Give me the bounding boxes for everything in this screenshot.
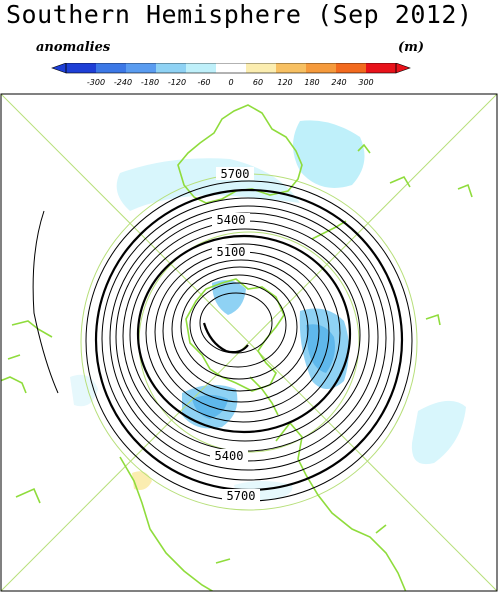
colorbar-tick-label: 180 [304, 78, 319, 87]
colorbar-swatch [96, 63, 127, 73]
negative-anomaly-area [212, 280, 246, 315]
colorbar-tick-label: 240 [331, 78, 346, 87]
contour-label: 5700 [221, 167, 250, 181]
colorbar-swatch [306, 63, 337, 73]
new-zealand-coast [311, 220, 347, 240]
contour-label: 5400 [217, 213, 246, 227]
map-title: Southern Hemisphere (Sep 2012) [6, 0, 473, 29]
colorbar-tick-label: 300 [358, 78, 373, 87]
colorbar-swatch [66, 63, 97, 73]
antarctic-peninsula [249, 376, 279, 416]
island-coast [425, 313, 441, 326]
island-coast [389, 175, 411, 188]
coastlines [1, 104, 473, 591]
colorbar-tick-label: -120 [168, 78, 186, 87]
units-label: (m) [398, 40, 425, 55]
colorbar-swatch [276, 63, 307, 73]
colorbar: -300 -240 -180 -120 -60 0 60 120 180 240 300 [51, 63, 411, 87]
contour-label: 5400 [215, 449, 244, 463]
colorbar-swatch [336, 63, 367, 73]
colorbar-frame [65, 63, 397, 74]
positive-anomaly-area [293, 120, 365, 188]
island-coast [11, 320, 53, 338]
island-coast [375, 524, 387, 534]
positive-anomaly-area [411, 400, 466, 465]
island-coast [15, 487, 41, 504]
island-coast [7, 354, 21, 360]
colorbar-tick-label: 0 [228, 78, 233, 87]
colorbar-tick-label: 120 [277, 78, 292, 87]
colorbar-tick-label: -300 [87, 78, 105, 87]
positive-anomaly-area [132, 471, 152, 490]
colorbar-swatch [156, 63, 187, 73]
contour-label: 5700 [227, 489, 256, 503]
island-coast [357, 143, 371, 154]
contour-labels: 5700 5400 5100 5400 5700 [210, 167, 260, 503]
island-coast [457, 183, 473, 198]
colorbar-tick-label: -240 [114, 78, 132, 87]
antarctica-coast [185, 278, 285, 392]
colorbar-tick-label: -180 [141, 78, 159, 87]
colorbar-swatch [186, 63, 217, 73]
map-panel: 5700 5400 5100 5400 5700 [0, 93, 498, 592]
colorbar-min-arrow [51, 63, 67, 74]
colorbar-swatch [366, 63, 397, 73]
island-coast [215, 558, 231, 564]
madagascar-coast [1, 376, 27, 394]
map-frame [0, 93, 498, 592]
anomaly-shading [70, 120, 466, 501]
contour-label: 5100 [217, 245, 246, 259]
colorbar-tick-label: -60 [197, 78, 210, 87]
colorbar-tick-label: 60 [253, 78, 263, 87]
colorbar-max-arrow [395, 63, 411, 74]
south-america-coast [275, 421, 407, 591]
colorbar-swatch [126, 63, 157, 73]
australia-coast [177, 104, 303, 204]
negative-anomaly-area [306, 324, 335, 373]
colorbar-swatch [216, 63, 247, 73]
colorbar-swatch [246, 63, 277, 73]
anomalies-label: anomalies [36, 40, 111, 55]
africa-coast [119, 456, 214, 591]
